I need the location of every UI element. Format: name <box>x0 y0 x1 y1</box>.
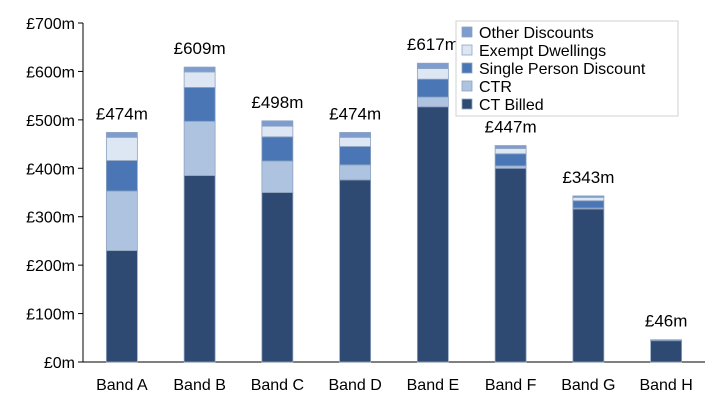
chart-bars <box>105 62 683 363</box>
bar-segment-ct-billed <box>494 167 527 363</box>
x-tick-label: Band H <box>639 377 692 394</box>
bar-segment-exempt-dwellings <box>339 136 372 147</box>
legend-box <box>455 20 679 117</box>
bar-total-label: £447m <box>485 118 537 137</box>
bar-segment-ctr <box>339 164 372 181</box>
legend-swatch <box>461 80 473 92</box>
bar-segment-other-discounts <box>494 145 527 149</box>
bar-segment-other-discounts <box>572 195 605 198</box>
x-tick-label: Band B <box>173 377 225 394</box>
y-tick-label: £400m <box>26 161 75 178</box>
x-tick-label: Band A <box>96 377 148 394</box>
bar-segment-other-discounts <box>183 66 216 73</box>
bar-segment-other-discounts <box>416 62 449 69</box>
bar-segment-single-person-discount <box>339 146 372 166</box>
y-tick-label: £100m <box>26 307 75 324</box>
bar-segment-ctr <box>261 160 294 193</box>
bar-total-label: £617m <box>407 35 459 54</box>
bar-total-label: £609m <box>174 39 226 58</box>
legend-swatch <box>461 98 473 110</box>
y-tick-label: £0m <box>44 355 75 372</box>
legend-label: CTR <box>479 79 512 96</box>
bar-segment-exempt-dwellings <box>494 148 527 155</box>
chart-total-labels: £474m £609m £498m £474m £617m £447m £343m £46m <box>96 35 688 331</box>
y-tick-label: £500m <box>26 113 75 130</box>
bar-segment-single-person-discount <box>650 339 683 342</box>
legend-swatch <box>461 62 473 74</box>
legend-label: Other Discounts <box>479 25 594 42</box>
bar-segment-exempt-dwellings <box>261 125 294 138</box>
x-tick-label: Band D <box>328 377 381 394</box>
bar-segment-ct-billed <box>183 175 216 363</box>
bar-segment-single-person-discount <box>261 136 294 162</box>
legend-label: Exempt Dwellings <box>479 43 606 60</box>
bar-segment-ctr <box>105 190 138 252</box>
x-tick-label: Band C <box>251 377 304 394</box>
y-tick-label: £300m <box>26 210 75 227</box>
bar-segment-single-person-discount <box>572 200 605 209</box>
x-tick-label: Band G <box>561 377 615 394</box>
bar-segment-other-discounts <box>261 120 294 127</box>
bar-total-label: £46m <box>645 312 688 331</box>
bar-segment-single-person-discount <box>183 87 216 122</box>
legend-swatch <box>461 26 473 38</box>
legend-swatch <box>461 44 473 56</box>
bar-segment-exempt-dwellings <box>105 136 138 161</box>
bar-segment-other-discounts <box>339 132 372 138</box>
bar-segment-ctr <box>416 96 449 108</box>
bar-segment-ct-billed <box>572 208 605 363</box>
x-tick-label: Band E <box>407 377 459 394</box>
bar-total-label: £343m <box>562 168 614 187</box>
chart-axes: £0m £100m £200m £300m £400m £500m £600m £700m Ba… <box>26 16 705 394</box>
bar-segment-exempt-dwellings <box>416 68 449 80</box>
y-tick-label: £600m <box>26 64 75 81</box>
bar-segment-ct-billed <box>339 179 372 363</box>
x-tick-label: Band F <box>485 377 537 394</box>
bar-segment-ct-billed <box>650 340 683 363</box>
bar-segment-single-person-discount <box>494 153 527 167</box>
bar-total-label: £498m <box>251 93 303 112</box>
bar-segment-ct-billed <box>261 192 294 363</box>
y-tick-label: £700m <box>26 16 75 33</box>
bar-segment-exempt-dwellings <box>572 196 605 202</box>
bar-total-label: £474m <box>329 104 381 123</box>
bar-segment-other-discounts <box>105 132 138 138</box>
legend-label: CT Billed <box>479 97 544 114</box>
legend-label: Single Person Discount <box>479 61 646 78</box>
bar-segment-ctr <box>183 120 216 176</box>
bar-segment-single-person-discount <box>416 78 449 98</box>
y-tick-label: £200m <box>26 258 75 275</box>
bar-segment-exempt-dwellings <box>183 71 216 88</box>
bar-segment-ct-billed <box>105 250 138 363</box>
bar-total-label: £474m <box>96 104 148 123</box>
bar-segment-single-person-discount <box>105 160 138 192</box>
bar-segment-ct-billed <box>416 106 449 363</box>
